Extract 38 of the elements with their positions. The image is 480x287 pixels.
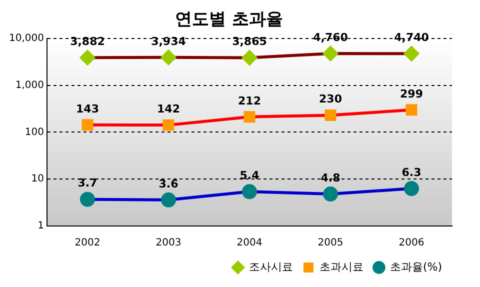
data-label: 142 [157,102,180,116]
point [162,119,174,131]
point [322,46,338,62]
data-label: 299 [400,87,423,100]
y-tick-label: 10 [31,174,44,185]
data-label: 3,865 [232,35,267,48]
legend-label: 초과시료 [319,260,364,274]
data-label: 6.3 [402,166,422,179]
point [244,111,256,123]
point [80,50,95,66]
x-tick-label: 2004 [236,238,262,249]
data-label: 230 [319,92,342,106]
legend-label: 조사시료 [248,260,293,274]
x-tick-label: 2002 [74,238,100,249]
data-label: 143 [76,102,99,116]
data-label: 212 [238,94,261,108]
point [242,50,257,66]
point [404,46,419,62]
data-label: 3.6 [158,177,179,190]
point [160,50,176,65]
x-tick-label: 2003 [156,238,182,249]
y-tick-label: 1 [38,220,44,232]
point [80,192,95,207]
x-tick-label: 2006 [398,238,424,249]
point [160,192,176,208]
chart-title: 연도별 초과율 [175,10,283,30]
y-tick-label: 100 [24,126,44,138]
y-tick-label: 1,000 [15,80,44,91]
point [324,109,336,121]
x-tick-label: 2005 [318,238,344,249]
point [406,104,418,116]
point [242,184,257,200]
point [404,181,419,196]
point [82,119,94,131]
data-label: 5.4 [240,169,260,182]
y-tick-label: 10,000 [8,32,44,44]
legend-label: 초과율(%) [390,260,442,274]
point [322,186,338,202]
